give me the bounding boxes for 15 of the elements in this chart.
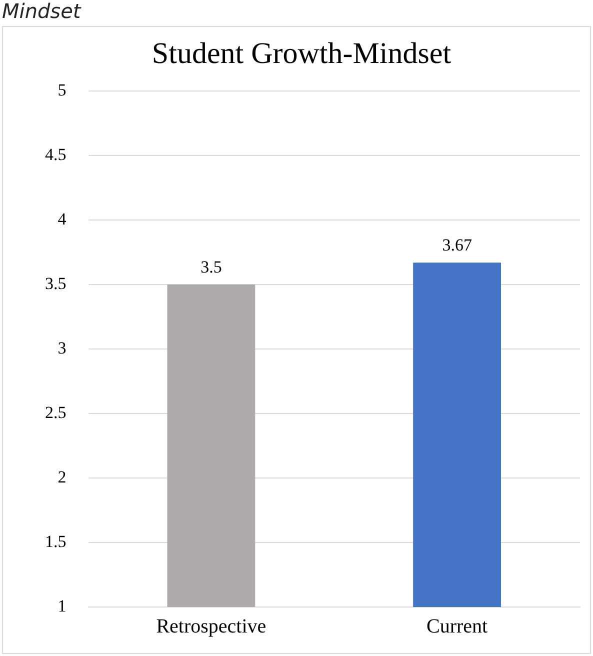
y-tick-label: 2 — [58, 467, 66, 486]
y-tick-label: 2.5 — [45, 402, 66, 422]
data-label: 3.5 — [200, 257, 222, 276]
x-tick-label: Current — [426, 615, 488, 638]
x-tick-label: Retrospective — [156, 615, 266, 638]
text: Mindset — [2, 0, 81, 23]
data-label: 3.67 — [442, 236, 472, 255]
y-tick-label: 1 — [58, 596, 66, 616]
y-tick-label: 1.5 — [45, 532, 66, 551]
y-tick-label: 3.5 — [45, 274, 66, 293]
y-tick-label: 5 — [58, 80, 66, 100]
chart-title: Student Growth-Mindset — [152, 36, 452, 70]
y-tick-label: 3 — [58, 338, 66, 358]
y-tick-label: 4.5 — [45, 144, 66, 164]
y-tick-label: 4 — [58, 209, 67, 228]
